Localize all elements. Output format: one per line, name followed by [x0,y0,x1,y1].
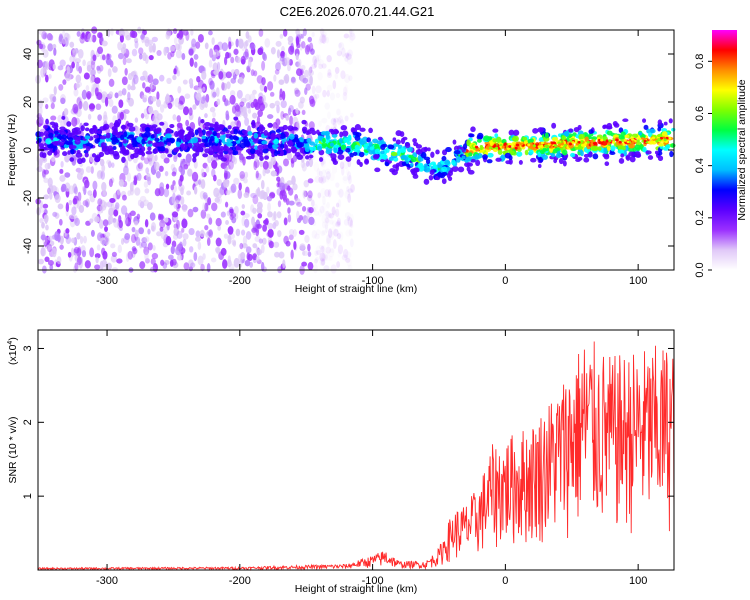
snr-y-tick-label: 1 [22,493,34,499]
snr-x-tick-label: -100 [362,575,384,587]
snr-y-ticks: 1 2 3 [22,345,674,499]
spectrogram-x-tick-label: -200 [229,275,251,287]
spectrogram-y-tick-label: 20 [22,96,34,108]
spectrogram-y-ticks: -40 -20 0 20 40 [22,48,674,254]
spectrogram-x-tick-label: -300 [96,275,118,287]
spectrogram-x-tick-label: 0 [502,275,508,287]
snr-y-tick-label: 3 [22,345,34,351]
spectrogram-y-tick-label: -40 [22,238,34,254]
snr-frame [37,329,675,571]
snr-x-tick-label: 100 [629,575,647,587]
snr-x-ticks: -300 -200 -100 0 100 [96,330,647,587]
snr-x-tick-label: 0 [502,575,508,587]
snr-x-tick-label: -300 [96,575,118,587]
colorbar-tick-label: 0.4 [694,158,706,173]
spectrogram-x-tick-label: -100 [362,275,384,287]
spectrogram-x-label: Height of straight line (km) [295,283,418,295]
snr-series-line [37,341,675,572]
colorbar-ticks: 0.0 0.2 0.4 0.6 0.8 [694,54,712,278]
colorbar-tick-label: 0.2 [694,210,706,225]
colorbar-tick-label: 0.0 [694,262,706,277]
snr-y-label: SNR (10 * v/v) [7,416,19,483]
colorbar: 0.0 0.2 0.4 0.6 0.8 Normalized spectral ampl… [694,30,748,278]
snr-scale-label: (x104) [7,337,19,365]
spectrogram-y-label: Frequency (Hz) [6,114,18,186]
snr-x-label: Height of straight line (km) [295,583,418,595]
colorbar-tick-label: 0.6 [694,106,706,121]
figure-title: C2E6.2026.070.21.44.G21 [280,4,435,19]
spectrogram-image [35,26,676,275]
snr-y-tick-label: 2 [22,419,34,425]
colorbar-gradient [712,30,737,270]
spectrogram-y-tick-label: 40 [22,48,34,60]
snr-x-tick-label: -200 [229,575,251,587]
spectrogram-x-ticks: -300 -200 -100 0 100 [96,30,647,287]
spectrogram-x-tick-label: 100 [629,275,647,287]
colorbar-label: Normalized spectral amplitude [736,79,748,220]
spectrogram-y-tick-label: -20 [22,190,34,206]
spectrogram-y-tick-label: 0 [22,147,34,153]
snr-panel: -300 -200 -100 0 100 1 2 3 Height of straight … [7,329,675,595]
colorbar-tick-label: 0.8 [694,54,706,69]
